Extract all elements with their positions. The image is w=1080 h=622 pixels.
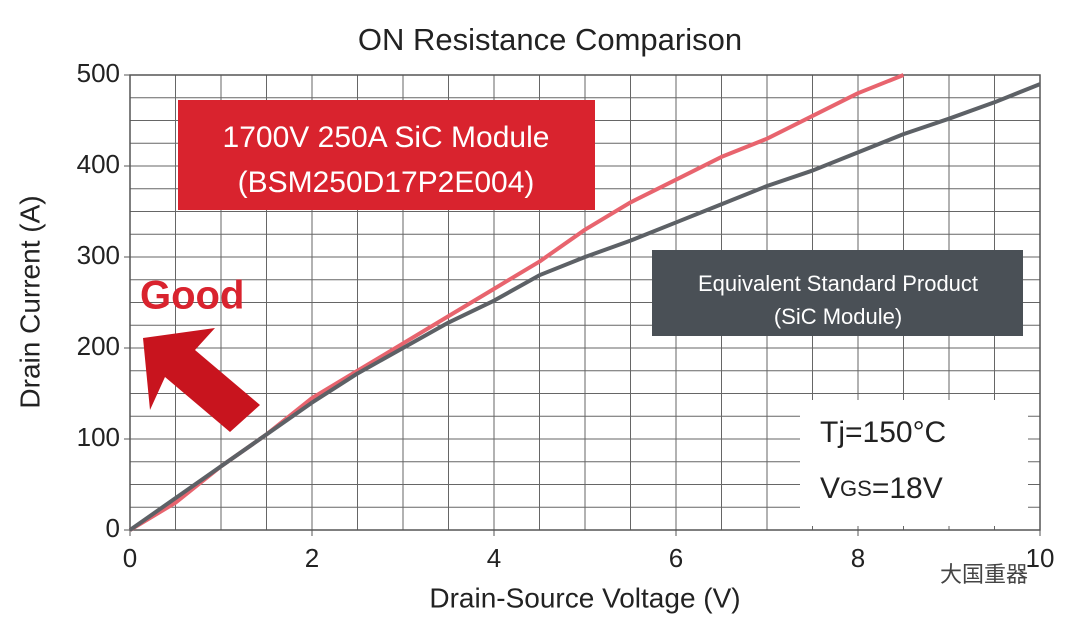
y-tick-label: 200 bbox=[77, 331, 120, 361]
condition-tj: Tj=150°C bbox=[820, 416, 946, 449]
product-label: 1700V 250A SiC Module bbox=[223, 121, 550, 154]
product-box bbox=[178, 100, 595, 210]
y-tick-label: 100 bbox=[77, 422, 120, 452]
x-axis-label: Drain-Source Voltage (V) bbox=[429, 582, 740, 613]
y-axis-label: Drain Current (A) bbox=[14, 195, 45, 408]
x-tick-label: 2 bbox=[305, 543, 319, 573]
standard-label: Equivalent Standard Product bbox=[698, 271, 978, 296]
lines bbox=[128, 73, 1041, 532]
x-tick-label: 8 bbox=[851, 543, 865, 573]
vgs-symbol: V bbox=[820, 472, 840, 505]
y-tick-label: 0 bbox=[106, 513, 120, 543]
chart-title: ON Resistance Comparison bbox=[358, 22, 742, 57]
plot-frame bbox=[129, 74, 1041, 531]
y-tick-label: 400 bbox=[77, 149, 120, 179]
x-tick-label: 4 bbox=[487, 543, 501, 573]
vgs-subscript: GS bbox=[840, 476, 872, 501]
vgs-rest: =18V bbox=[872, 472, 943, 505]
condition-box bbox=[800, 400, 1028, 526]
series-line bbox=[128, 82, 1041, 532]
condition-vgs: VGS=18V bbox=[820, 472, 943, 505]
good-arrow bbox=[143, 328, 260, 432]
good-label: Good bbox=[140, 274, 244, 318]
x-tick-label: 0 bbox=[123, 543, 137, 573]
y-tick-label: 300 bbox=[77, 240, 120, 270]
standard-label: (SiC Module) bbox=[774, 304, 902, 329]
x-tick-label: 10 bbox=[1026, 543, 1055, 573]
watermark: 大国重器 bbox=[940, 562, 1028, 587]
product-label: (BSM250D17P2E004) bbox=[238, 166, 535, 199]
y-tick-label: 500 bbox=[77, 58, 120, 88]
x-tick-label: 6 bbox=[669, 543, 683, 573]
standard-box bbox=[652, 250, 1023, 336]
